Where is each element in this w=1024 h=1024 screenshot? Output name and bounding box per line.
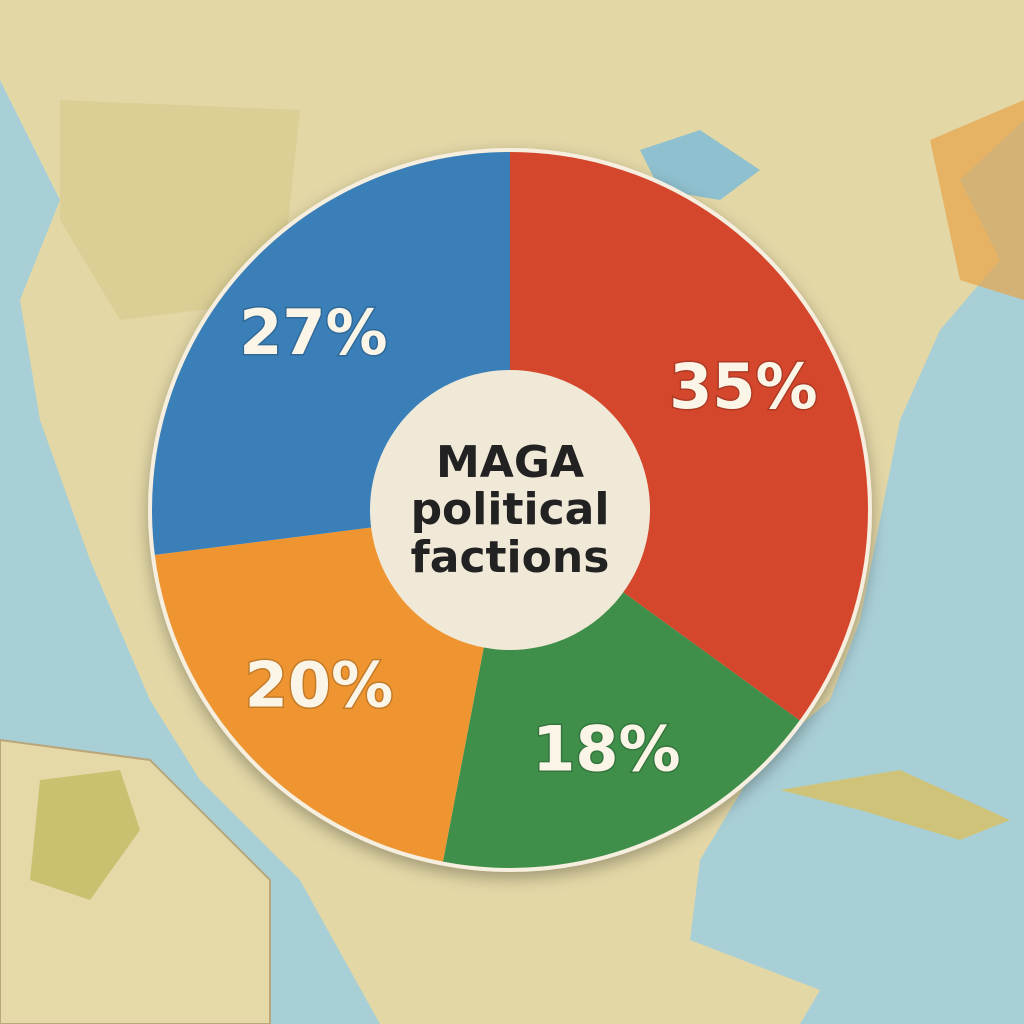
slice-label: 20%	[245, 648, 393, 721]
slice-labels: 35% 18% 20% 27%	[238, 294, 819, 787]
pie-slice	[510, 152, 868, 721]
slice-label: 35%	[669, 350, 817, 423]
slice-label: 27%	[239, 296, 387, 369]
slice-label: 18%	[532, 713, 680, 786]
center-hole	[370, 370, 650, 650]
chart-title: MAGA political factions	[410, 436, 610, 583]
center-title-box: MAGA political factions	[410, 436, 610, 583]
